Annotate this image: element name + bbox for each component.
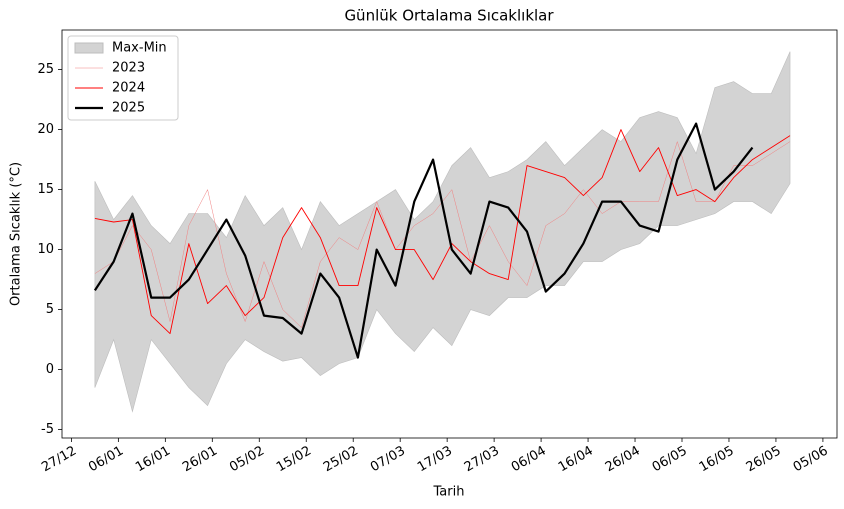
series-line — [94, 129, 791, 335]
legend-box — [67, 35, 179, 121]
x-tick-label: 27/12 — [39, 444, 79, 476]
legend-label: 2024 — [112, 81, 145, 96]
y-tick-label: 5 — [46, 302, 54, 317]
x-tick-label: 05/02 — [227, 444, 267, 476]
legend-label: 2025 — [112, 101, 145, 116]
x-tick-label: 25/02 — [321, 444, 361, 476]
y-tick-label: 0 — [46, 362, 54, 377]
x-tick-label: 06/04 — [509, 444, 549, 476]
y-tick-label: 20 — [37, 122, 54, 137]
x-tick-label: 06/05 — [650, 444, 690, 476]
max-min-band — [94, 51, 791, 413]
y-axis-label: Ortalama Sıcaklık (°C) — [9, 162, 24, 306]
legend-label: 2023 — [112, 61, 145, 76]
y-tick-label: 10 — [37, 242, 54, 257]
x-tick-label: 05/06 — [791, 444, 831, 476]
x-axis-label: Tarih — [433, 485, 465, 500]
y-tick-label: -5 — [41, 422, 54, 437]
x-tick-label: 16/05 — [697, 444, 737, 476]
plot-frame — [61, 29, 838, 439]
legend-swatch — [74, 42, 104, 54]
x-tick-label: 06/01 — [86, 444, 126, 476]
x-tick-label: 16/04 — [556, 444, 596, 476]
x-tick-label: 26/01 — [180, 444, 220, 476]
series-line — [93, 122, 754, 359]
x-tick-label: 26/05 — [744, 444, 784, 476]
y-tick-label: 25 — [37, 62, 54, 77]
x-tick-label: 15/02 — [274, 444, 314, 476]
x-tick-label: 17/03 — [415, 444, 455, 476]
x-tick-label: 16/01 — [133, 444, 173, 476]
chart-title: Günlük Ortalama Sıcaklıklar — [344, 7, 554, 25]
legend: Max-Min 2023 2024 2025 — [67, 35, 179, 121]
x-tick-label: 27/03 — [462, 444, 502, 476]
legend-label: Max-Min — [112, 41, 167, 56]
y-tick-label: 15 — [37, 182, 54, 197]
x-tick-label: 07/03 — [368, 444, 408, 476]
x-tick-label: 26/04 — [603, 444, 643, 476]
